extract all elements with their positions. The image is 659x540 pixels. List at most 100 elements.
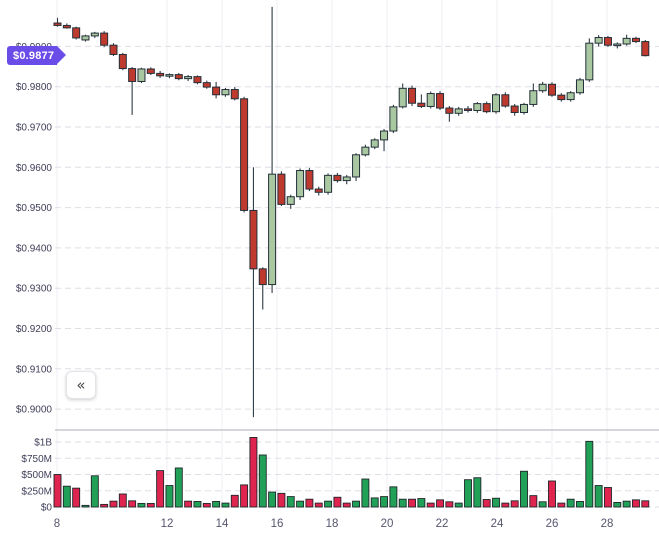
volume-bar — [408, 498, 416, 508]
collapse-panel-button[interactable]: « — [66, 371, 96, 399]
volume-axis-tick: $500M — [21, 470, 52, 481]
candle-up — [529, 90, 538, 105]
candle-down — [603, 37, 612, 46]
candle-down — [128, 68, 137, 82]
candle-down — [100, 32, 109, 46]
volume-bar — [202, 502, 211, 508]
candle-down — [445, 107, 454, 114]
volume-bar — [277, 492, 286, 508]
volume-bar — [566, 498, 575, 508]
candle-up — [613, 43, 622, 47]
price-axis-tick: $0.9100 — [16, 364, 53, 375]
volume-bar — [286, 496, 295, 508]
candle-down — [482, 103, 491, 113]
candle-up — [426, 93, 435, 107]
volume-bar — [221, 502, 230, 508]
volume-bar — [436, 499, 444, 508]
volume-bar — [342, 502, 351, 508]
volume-bar — [146, 502, 155, 508]
candle-up — [380, 130, 389, 141]
volume-bar — [314, 502, 323, 508]
volume-bar — [520, 470, 528, 508]
volume-bar — [594, 485, 603, 508]
time-axis-tick: 22 — [436, 518, 449, 530]
candle-down — [641, 41, 650, 57]
candle-down — [305, 170, 314, 190]
time-axis-tick: 12 — [161, 518, 174, 530]
volume-bar — [529, 495, 538, 508]
volume-bar — [258, 454, 267, 508]
volume-bar — [100, 503, 109, 508]
price-axis-tick: $0.9600 — [16, 163, 53, 174]
volume-bar — [230, 494, 239, 508]
volume-bar — [352, 500, 361, 508]
candle-up — [342, 176, 351, 182]
candle-up — [286, 196, 295, 205]
volume-axis-tick: $250M — [21, 486, 52, 497]
candle-up — [370, 139, 379, 148]
candle-down — [258, 268, 267, 286]
volume-bar — [445, 501, 454, 508]
volume-bar — [174, 467, 183, 508]
volume-axis-tick: $1B — [34, 438, 52, 449]
candle-down — [118, 53, 127, 70]
candle-up — [622, 37, 631, 45]
time-axis-tick: 24 — [491, 518, 504, 530]
volume-bar — [398, 498, 407, 508]
candle-up — [296, 170, 305, 198]
candle-down — [547, 83, 556, 96]
candle-up — [184, 76, 193, 80]
vertical-gridlines — [56, 0, 608, 507]
price-axis[interactable]: $0.9900 $0.9800 $0.9700 $0.9600 $0.9500 $0.94… — [16, 42, 53, 416]
volume-bar — [62, 485, 71, 508]
candle-down — [53, 22, 62, 26]
volume-bar — [380, 496, 388, 508]
candle-down — [417, 102, 426, 107]
candle-down — [109, 44, 118, 55]
candlesticks — [53, 6, 650, 418]
candle-down — [62, 24, 71, 29]
time-axis[interactable]: 8 12 14 16 18 20 22 24 26 28 — [54, 518, 614, 530]
candle-up — [137, 68, 146, 82]
time-axis-tick: 14 — [216, 518, 229, 530]
candle-up — [389, 106, 398, 132]
price-axis-tick: $0.9400 — [16, 243, 53, 254]
volume-bar — [426, 502, 435, 508]
volume-bar — [557, 502, 566, 508]
price-axis-tick: $0.9500 — [16, 203, 53, 214]
candle-down — [146, 68, 155, 74]
candle-up — [566, 92, 575, 101]
volume-bar — [72, 487, 81, 508]
candle-down — [230, 89, 239, 100]
candle-up — [324, 174, 333, 193]
time-axis-tick: 16 — [271, 518, 284, 530]
candle-up — [520, 103, 528, 113]
volume-bar — [613, 502, 622, 508]
candle-up — [81, 35, 90, 41]
volume-bar — [296, 500, 305, 508]
volume-axis[interactable]: $1B $750M $500M $250M $0 — [21, 438, 52, 514]
volume-bar — [118, 493, 127, 508]
volume-bar — [240, 484, 249, 508]
volume-bar — [90, 475, 99, 508]
candle-up — [361, 146, 370, 156]
volume-bar — [324, 500, 333, 508]
volume-bar — [622, 500, 631, 508]
volume-bar — [510, 500, 519, 508]
time-axis-tick: 26 — [546, 518, 559, 530]
candle-up — [165, 74, 174, 77]
candle-down — [249, 209, 258, 270]
candle-up — [473, 103, 482, 111]
volume-bars — [53, 437, 650, 508]
price-axis-tick: $0.9800 — [16, 82, 53, 93]
volume-bar — [548, 480, 556, 508]
candle-down — [333, 174, 342, 182]
candle-down — [240, 98, 249, 211]
candle-down — [510, 105, 519, 113]
candle-up — [594, 37, 603, 44]
volume-bar — [137, 502, 146, 508]
candle-down — [408, 87, 417, 104]
volume-bar — [184, 500, 193, 508]
